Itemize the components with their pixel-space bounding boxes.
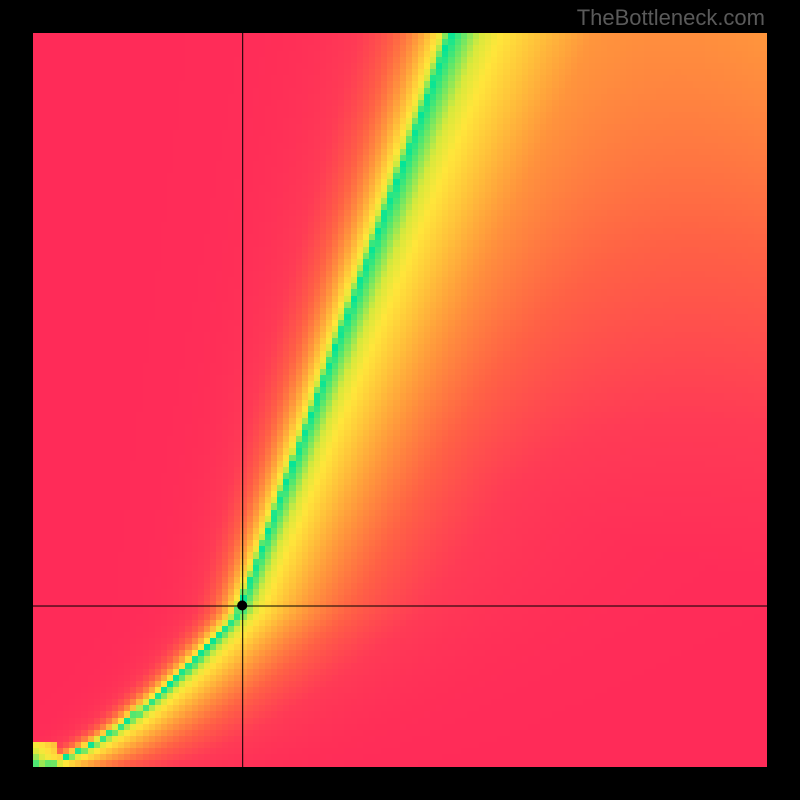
chart-container: TheBottleneck.com: [0, 0, 800, 800]
watermark-text: TheBottleneck.com: [577, 5, 765, 31]
bottleneck-heatmap: [33, 33, 767, 767]
